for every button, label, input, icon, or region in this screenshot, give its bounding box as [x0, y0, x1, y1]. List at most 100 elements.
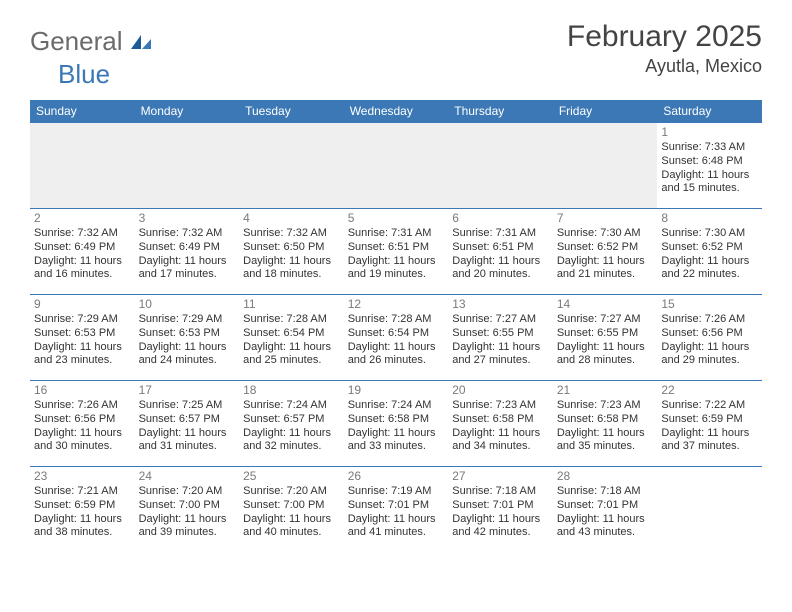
day-number: 27 [452, 469, 549, 484]
daylight-text: and 42 minutes. [452, 526, 549, 540]
day-cell: 13Sunrise: 7:27 AMSunset: 6:55 PMDayligh… [448, 295, 553, 381]
sunrise-text: Sunrise: 7:18 AM [557, 485, 654, 499]
day-cell: 8Sunrise: 7:30 AMSunset: 6:52 PMDaylight… [657, 209, 762, 295]
sunrise-text: Sunrise: 7:32 AM [34, 227, 131, 241]
sunset-text: Sunset: 6:49 PM [139, 241, 236, 255]
daylight-text: and 21 minutes. [557, 268, 654, 282]
day-number: 14 [557, 297, 654, 312]
week-row: 2Sunrise: 7:32 AMSunset: 6:49 PMDaylight… [30, 209, 762, 295]
daylight-text: Daylight: 11 hours [34, 255, 131, 269]
sunset-text: Sunset: 6:58 PM [557, 413, 654, 427]
day-cell: 4Sunrise: 7:32 AMSunset: 6:50 PMDaylight… [239, 209, 344, 295]
sunset-text: Sunset: 6:55 PM [557, 327, 654, 341]
day-header: Monday [135, 100, 240, 123]
daylight-text: Daylight: 11 hours [348, 427, 445, 441]
sunset-text: Sunset: 7:01 PM [452, 499, 549, 513]
daylight-text: and 35 minutes. [557, 440, 654, 454]
sunrise-text: Sunrise: 7:20 AM [243, 485, 340, 499]
day-cell: 27Sunrise: 7:18 AMSunset: 7:01 PMDayligh… [448, 467, 553, 553]
day-cell: 25Sunrise: 7:20 AMSunset: 7:00 PMDayligh… [239, 467, 344, 553]
day-header: Friday [553, 100, 658, 123]
logo-text-blue: Blue [58, 59, 110, 90]
sunset-text: Sunset: 6:52 PM [557, 241, 654, 255]
daylight-text: and 40 minutes. [243, 526, 340, 540]
day-number: 19 [348, 383, 445, 398]
sunset-text: Sunset: 7:00 PM [139, 499, 236, 513]
day-number: 28 [557, 469, 654, 484]
sunset-text: Sunset: 6:53 PM [34, 327, 131, 341]
daylight-text: Daylight: 11 hours [243, 427, 340, 441]
day-cell: 14Sunrise: 7:27 AMSunset: 6:55 PMDayligh… [553, 295, 658, 381]
week-row: 16Sunrise: 7:26 AMSunset: 6:56 PMDayligh… [30, 381, 762, 467]
day-number: 18 [243, 383, 340, 398]
day-number: 9 [34, 297, 131, 312]
day-cell: 2Sunrise: 7:32 AMSunset: 6:49 PMDaylight… [30, 209, 135, 295]
daylight-text: and 27 minutes. [452, 354, 549, 368]
daylight-text: Daylight: 11 hours [243, 255, 340, 269]
sunset-text: Sunset: 6:57 PM [139, 413, 236, 427]
day-cell: 9Sunrise: 7:29 AMSunset: 6:53 PMDaylight… [30, 295, 135, 381]
day-number: 20 [452, 383, 549, 398]
day-cell-blank [239, 123, 344, 209]
day-number: 26 [348, 469, 445, 484]
day-number: 1 [661, 125, 758, 140]
daylight-text: and 43 minutes. [557, 526, 654, 540]
day-cell: 12Sunrise: 7:28 AMSunset: 6:54 PMDayligh… [344, 295, 449, 381]
sunset-text: Sunset: 6:56 PM [34, 413, 131, 427]
daylight-text: and 39 minutes. [139, 526, 236, 540]
daylight-text: Daylight: 11 hours [34, 513, 131, 527]
day-cell-blank [657, 467, 762, 553]
day-cell: 20Sunrise: 7:23 AMSunset: 6:58 PMDayligh… [448, 381, 553, 467]
daylight-text: Daylight: 11 hours [348, 513, 445, 527]
day-cell-blank [30, 123, 135, 209]
day-header: Sunday [30, 100, 135, 123]
daylight-text: Daylight: 11 hours [243, 513, 340, 527]
day-number: 11 [243, 297, 340, 312]
daylight-text: and 18 minutes. [243, 268, 340, 282]
sunrise-text: Sunrise: 7:30 AM [661, 227, 758, 241]
sunset-text: Sunset: 6:50 PM [243, 241, 340, 255]
sunrise-text: Sunrise: 7:24 AM [348, 399, 445, 413]
sunrise-text: Sunrise: 7:30 AM [557, 227, 654, 241]
day-number: 17 [139, 383, 236, 398]
day-cell: 7Sunrise: 7:30 AMSunset: 6:52 PMDaylight… [553, 209, 658, 295]
day-number: 22 [661, 383, 758, 398]
title-block: February 2025 Ayutla, Mexico [567, 20, 762, 77]
day-number: 12 [348, 297, 445, 312]
sunrise-text: Sunrise: 7:22 AM [661, 399, 758, 413]
sunset-text: Sunset: 6:58 PM [452, 413, 549, 427]
day-number: 4 [243, 211, 340, 226]
daylight-text: and 31 minutes. [139, 440, 236, 454]
daylight-text: Daylight: 11 hours [139, 255, 236, 269]
daylight-text: Daylight: 11 hours [557, 427, 654, 441]
day-cell: 6Sunrise: 7:31 AMSunset: 6:51 PMDaylight… [448, 209, 553, 295]
daylight-text: and 25 minutes. [243, 354, 340, 368]
week-row: 1Sunrise: 7:33 AMSunset: 6:48 PMDaylight… [30, 123, 762, 209]
sunset-text: Sunset: 7:00 PM [243, 499, 340, 513]
sunrise-text: Sunrise: 7:23 AM [452, 399, 549, 413]
day-cell-blank [135, 123, 240, 209]
daylight-text: Daylight: 11 hours [661, 341, 758, 355]
week-row: 9Sunrise: 7:29 AMSunset: 6:53 PMDaylight… [30, 295, 762, 381]
daylight-text: Daylight: 11 hours [452, 341, 549, 355]
day-cell-blank [553, 123, 658, 209]
day-number: 16 [34, 383, 131, 398]
daylight-text: and 22 minutes. [661, 268, 758, 282]
sunrise-text: Sunrise: 7:23 AM [557, 399, 654, 413]
sunrise-text: Sunrise: 7:32 AM [139, 227, 236, 241]
daylight-text: and 24 minutes. [139, 354, 236, 368]
daylight-text: Daylight: 11 hours [348, 341, 445, 355]
calendar-table: Sunday Monday Tuesday Wednesday Thursday… [30, 100, 762, 553]
sunrise-text: Sunrise: 7:28 AM [348, 313, 445, 327]
daylight-text: and 33 minutes. [348, 440, 445, 454]
logo: General [30, 26, 155, 57]
month-title: February 2025 [567, 20, 762, 54]
day-cell: 15Sunrise: 7:26 AMSunset: 6:56 PMDayligh… [657, 295, 762, 381]
sunrise-text: Sunrise: 7:25 AM [139, 399, 236, 413]
day-number: 7 [557, 211, 654, 226]
day-cell: 26Sunrise: 7:19 AMSunset: 7:01 PMDayligh… [344, 467, 449, 553]
sunset-text: Sunset: 6:49 PM [34, 241, 131, 255]
daylight-text: and 38 minutes. [34, 526, 131, 540]
daylight-text: Daylight: 11 hours [139, 427, 236, 441]
daylight-text: Daylight: 11 hours [557, 341, 654, 355]
